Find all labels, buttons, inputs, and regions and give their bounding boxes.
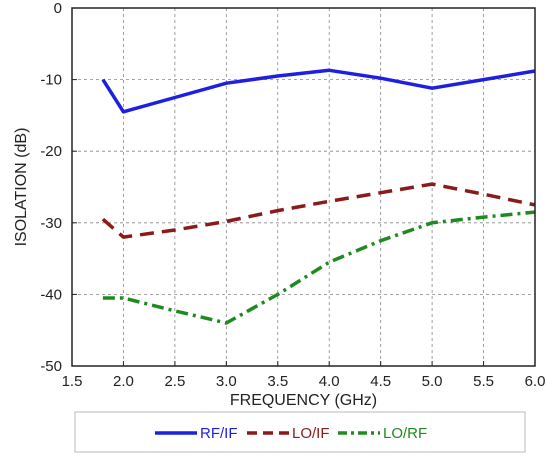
x-tick-label: 4.5 bbox=[370, 373, 391, 390]
legend-box bbox=[74, 411, 526, 453]
x-tick-label: 3.0 bbox=[216, 373, 237, 390]
axis-ticks: 1.5 2.0 2.5 3.0 3.5 4.0 4.5 5.0 5.5 6.0 0 -10 -20 -30… bbox=[40, 0, 545, 390]
x-tick-label: 6.0 bbox=[525, 373, 546, 390]
plot-area-frame bbox=[71, 7, 536, 367]
y-tick-label: -40 bbox=[40, 286, 62, 303]
x-tick-label: 3.5 bbox=[267, 373, 288, 390]
x-tick-label: 4.0 bbox=[319, 373, 340, 390]
x-axis-title: FREQUENCY (GHz) bbox=[230, 392, 377, 409]
legend-label-rf-if: RF/IF bbox=[200, 425, 238, 442]
series-lines bbox=[101, 68, 536, 325]
y-tick-label: 0 bbox=[54, 0, 62, 17]
y-axis-title: ISOLATION (dB) bbox=[13, 128, 30, 247]
y-tick-label: -20 bbox=[40, 143, 62, 160]
legend: RF/IF LO/IF LO/RF bbox=[74, 411, 526, 453]
x-tick-label: 5.0 bbox=[422, 373, 443, 390]
y-tick-label: -10 bbox=[40, 72, 62, 89]
legend-label-lo-if: LO/IF bbox=[292, 425, 330, 442]
y-tick-label: -30 bbox=[40, 215, 62, 232]
legend-label-lo-rf: LO/RF bbox=[383, 425, 427, 442]
series-line-2 bbox=[102, 210, 536, 325]
series-line-1 bbox=[101, 182, 536, 239]
y-tick-label: -50 bbox=[40, 358, 62, 375]
x-tick-label: 5.5 bbox=[473, 373, 494, 390]
series-line-0 bbox=[101, 68, 536, 114]
x-tick-label: 1.5 bbox=[62, 373, 83, 390]
x-tick-label: 2.5 bbox=[164, 373, 185, 390]
grid-lines bbox=[72, 8, 535, 366]
x-tick-label: 2.0 bbox=[113, 373, 134, 390]
